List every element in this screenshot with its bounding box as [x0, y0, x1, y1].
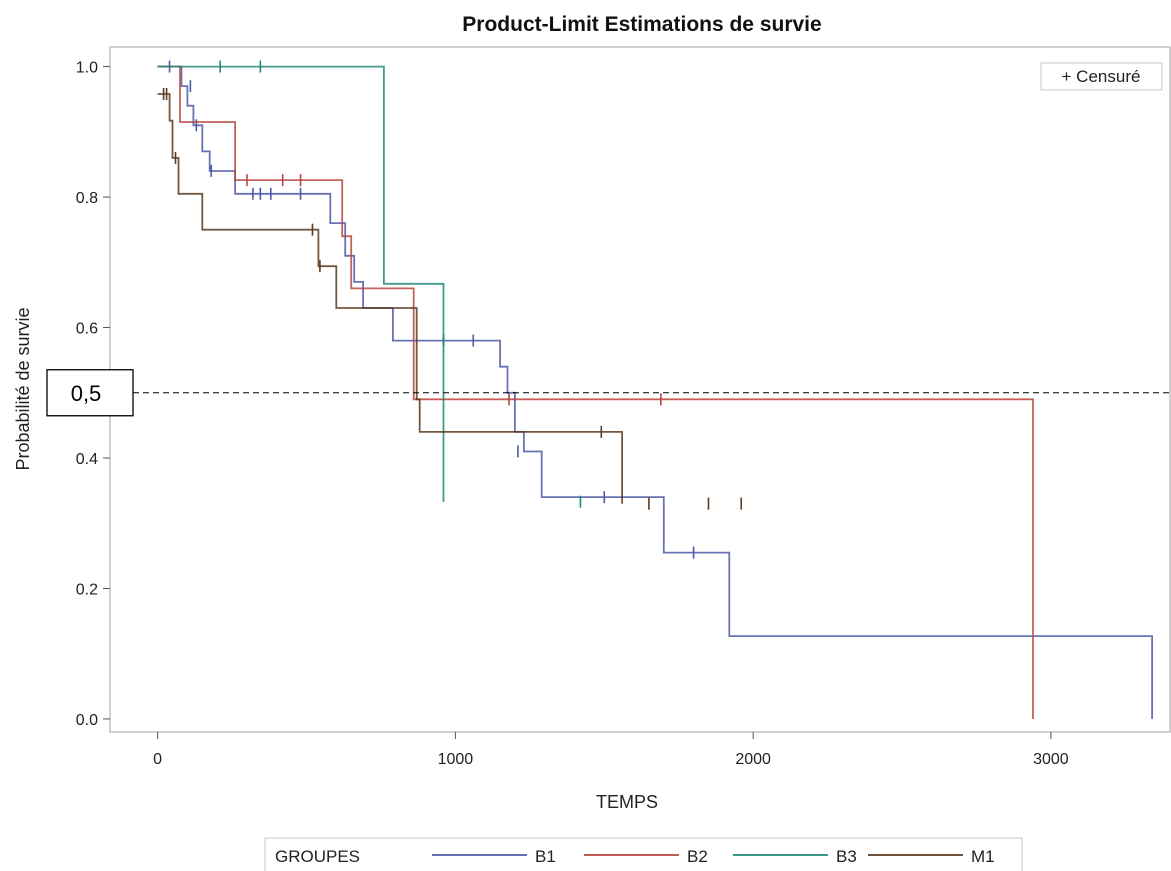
reference-label: 0,5 [71, 381, 102, 406]
x-tick-label: 3000 [1033, 751, 1069, 768]
group-legend: GROUPES B1 B2 B3 M1 [264, 837, 1023, 871]
x-axis-label: TEMPS [596, 792, 658, 812]
y-axis-label: Probabilité de survie [13, 307, 33, 470]
reference-line-group: 0,5 [46, 369, 1171, 417]
y-tick-label: 0.6 [76, 321, 98, 338]
legend-items: B1 B2 B3 M1 [432, 847, 995, 866]
x-tick-label: 2000 [735, 751, 771, 768]
x-tick-label: 0 [153, 751, 162, 768]
censor-legend-label: + Censuré [1062, 67, 1141, 86]
y-tick-label: 0.0 [76, 712, 98, 729]
series-b1 [157, 60, 1153, 719]
survival-line-b2 [157, 65, 1034, 719]
legend-label-m1: M1 [971, 847, 995, 866]
censor-legend-box [1040, 62, 1163, 91]
reference-label-box [46, 369, 134, 417]
chart-title: Product-Limit Estimations de survie [462, 13, 821, 36]
censor-legend: + Censuré [1040, 62, 1163, 91]
x-axis-ticks: 0 1000 2000 3000 [153, 732, 1069, 768]
series-m1 [157, 87, 743, 510]
y-tick-label: 1.0 [76, 60, 98, 77]
legend-label-b3: B3 [836, 847, 857, 866]
survival-line-b3 [157, 65, 445, 502]
y-axis-ticks: 0.0 0.2 0.4 0.6 0.8 1.0 [76, 60, 110, 729]
x-tick-label: 1000 [438, 751, 474, 768]
legend-label-b2: B2 [687, 847, 708, 866]
survival-line-m1 [157, 93, 623, 504]
series-b2 [157, 65, 1034, 719]
y-tick-label: 0.8 [76, 190, 98, 207]
series-b3 [157, 60, 582, 508]
y-tick-label: 0.2 [76, 581, 98, 598]
plot-frame [109, 46, 1171, 733]
series-layer [157, 60, 1153, 719]
y-tick-label: 0.4 [76, 451, 98, 468]
legend-title: GROUPES [275, 847, 360, 866]
legend-label-b1: B1 [535, 847, 556, 866]
